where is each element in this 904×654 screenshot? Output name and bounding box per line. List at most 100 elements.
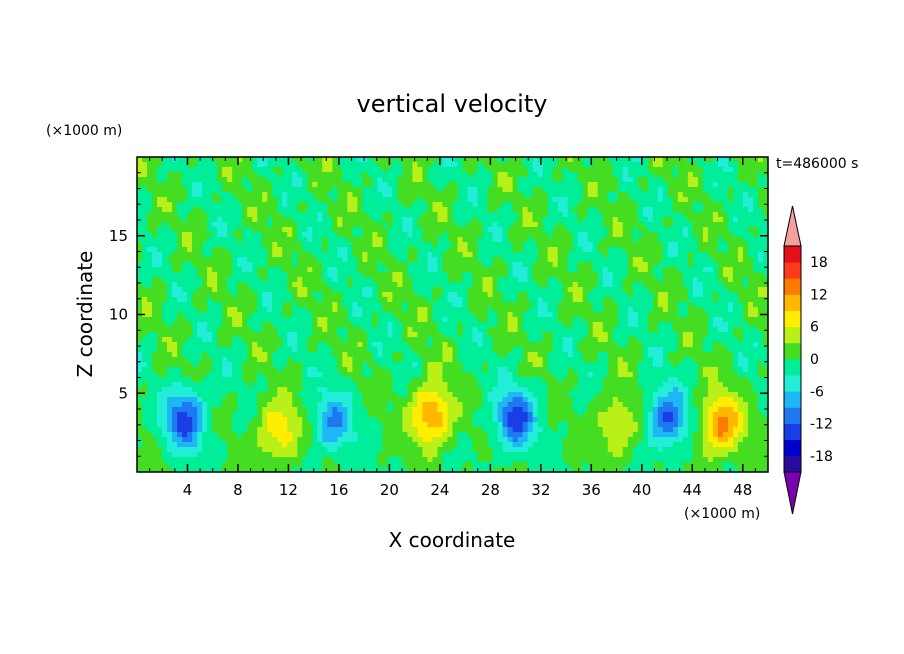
field-cell	[237, 267, 243, 273]
field-cell	[292, 157, 298, 163]
field-cell	[492, 317, 499, 323]
field-cell	[437, 342, 444, 348]
field-cell	[647, 237, 654, 243]
field-cell	[457, 277, 464, 283]
field-cell	[272, 237, 278, 243]
field-cell	[662, 297, 669, 303]
field-cell	[317, 312, 323, 318]
field-cell	[397, 297, 404, 303]
field-cell	[707, 212, 714, 218]
field-cell	[637, 257, 644, 263]
field-cell	[552, 257, 559, 263]
field-cell	[542, 277, 549, 283]
field-cell	[202, 322, 208, 328]
field-cell	[497, 252, 504, 258]
field-cell	[547, 312, 554, 318]
field-cell	[592, 177, 599, 183]
field-cell	[467, 262, 474, 268]
field-cell	[472, 192, 479, 198]
field-cell	[487, 347, 494, 353]
field-cell	[727, 202, 734, 208]
field-cell	[327, 257, 333, 263]
field-cell	[142, 292, 148, 298]
field-cell	[257, 252, 263, 258]
field-cell	[517, 182, 524, 188]
field-cell	[437, 227, 444, 233]
field-cell	[377, 287, 383, 293]
field-cell	[187, 287, 193, 293]
field-cell	[747, 217, 754, 223]
field-cell	[737, 212, 744, 218]
field-cell	[487, 242, 494, 248]
field-cell	[517, 247, 524, 253]
field-cell	[342, 217, 348, 223]
field-cell	[467, 307, 474, 313]
field-cell	[207, 227, 213, 233]
field-cell	[437, 177, 444, 183]
field-cell	[257, 267, 263, 273]
field-cell	[592, 327, 599, 333]
field-cell	[207, 327, 213, 333]
field-cell	[467, 217, 474, 223]
field-cell	[152, 312, 158, 318]
field-cell	[652, 292, 659, 298]
field-cell	[627, 287, 634, 293]
field-cell	[227, 247, 233, 253]
field-cell	[307, 297, 313, 303]
field-cell	[682, 212, 689, 218]
field-cell	[527, 267, 534, 273]
field-cell	[267, 302, 273, 308]
field-cell	[217, 237, 223, 243]
field-cell	[232, 232, 238, 238]
field-cell	[462, 187, 469, 193]
field-cell	[142, 277, 148, 283]
field-cell	[307, 212, 313, 218]
field-cell	[742, 347, 749, 353]
field-cell	[412, 337, 419, 343]
field-cell	[717, 337, 724, 343]
field-cell	[247, 317, 253, 323]
field-cell	[152, 167, 158, 173]
field-cell	[562, 177, 569, 183]
field-cell	[687, 282, 694, 288]
field-cell	[147, 327, 153, 333]
field-cell	[162, 337, 168, 343]
field-cell	[337, 262, 343, 268]
field-cell	[332, 182, 338, 188]
field-cell	[517, 292, 524, 298]
field-cell	[327, 227, 333, 233]
field-cell	[537, 307, 544, 313]
field-cell	[397, 287, 404, 293]
field-cell	[207, 267, 213, 273]
field-cell	[307, 242, 313, 248]
field-cell	[302, 342, 308, 348]
field-cell	[517, 327, 524, 333]
field-cell	[522, 237, 529, 243]
field-cell	[737, 342, 744, 348]
field-cell	[172, 297, 178, 303]
field-cell	[157, 317, 163, 323]
field-cell	[392, 242, 399, 248]
field-cell	[192, 237, 198, 243]
field-cell	[362, 282, 368, 288]
field-cell	[442, 217, 449, 223]
field-cell	[422, 212, 429, 218]
field-cell	[242, 237, 248, 243]
field-cell	[517, 337, 524, 343]
field-cell	[167, 227, 173, 233]
field-cell	[587, 177, 594, 183]
field-cell	[182, 252, 188, 258]
field-cell	[282, 182, 288, 188]
field-cell	[707, 347, 714, 353]
field-cell	[352, 252, 358, 258]
field-cell	[647, 202, 654, 208]
field-cell	[217, 182, 223, 188]
field-cell	[257, 322, 263, 328]
field-cell	[532, 277, 539, 283]
field-cell	[557, 202, 564, 208]
field-cell	[667, 302, 674, 308]
field-cell	[342, 302, 348, 308]
field-cell	[182, 272, 188, 278]
field-cell	[732, 182, 739, 188]
field-cell	[247, 272, 253, 278]
